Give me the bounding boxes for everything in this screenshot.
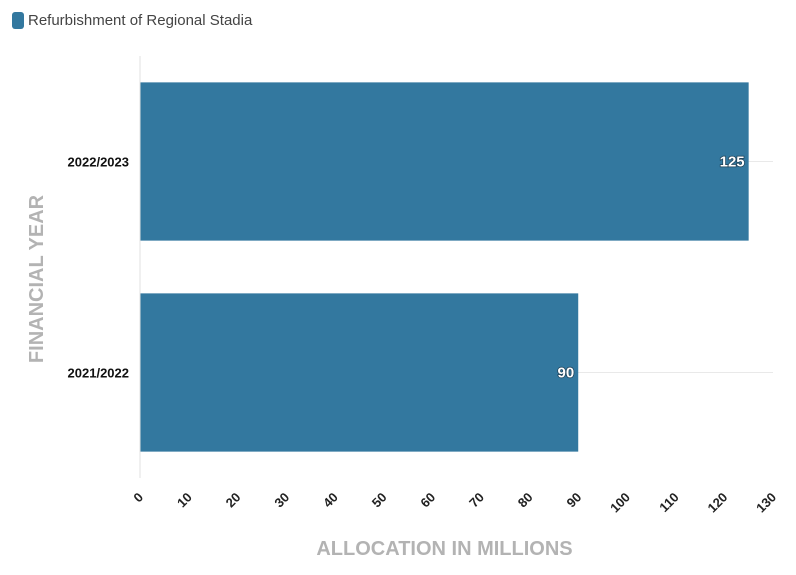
data-label: 90 xyxy=(558,365,575,382)
x-tick-label: 80 xyxy=(515,490,536,511)
x-tick-label: 120 xyxy=(704,490,730,516)
x-tick-label: 130 xyxy=(753,490,779,516)
x-tick-label: 0 xyxy=(130,490,146,506)
legend[interactable]: Refurbishment of Regional Stadia xyxy=(12,12,252,29)
x-tick-label: 10 xyxy=(174,490,195,511)
x-tick-label: 70 xyxy=(466,490,487,511)
legend-label: Refurbishment of Regional Stadia xyxy=(28,12,253,29)
legend-swatch xyxy=(12,12,24,29)
x-axis-title: ALLOCATION IN MILLIONS xyxy=(316,538,572,560)
x-tick-label: 60 xyxy=(417,490,438,511)
x-axis-ticks: 0 10 20 30 40 50 60 70 80 90 100 110 120 130 xyxy=(130,490,779,516)
x-tick-label: 100 xyxy=(607,490,633,516)
y-tick-label: 2021/2022 xyxy=(68,366,129,381)
x-tick-label: 110 xyxy=(656,490,681,515)
x-tick-label: 90 xyxy=(564,490,585,511)
bar[interactable] xyxy=(140,293,579,452)
data-label: 125 xyxy=(720,154,745,171)
x-tick-label: 30 xyxy=(271,490,292,511)
x-tick-label: 50 xyxy=(369,490,390,511)
bar[interactable] xyxy=(140,82,749,241)
x-tick-label: 20 xyxy=(223,490,244,511)
y-axis-title: FINANCIAL YEAR xyxy=(26,194,48,363)
y-tick-label: 2022/2023 xyxy=(68,155,129,170)
bars: 125 90 xyxy=(140,82,749,452)
x-tick-label: 40 xyxy=(320,490,341,511)
y-axis-categories: 2022/2023 2021/2022 xyxy=(68,155,129,381)
